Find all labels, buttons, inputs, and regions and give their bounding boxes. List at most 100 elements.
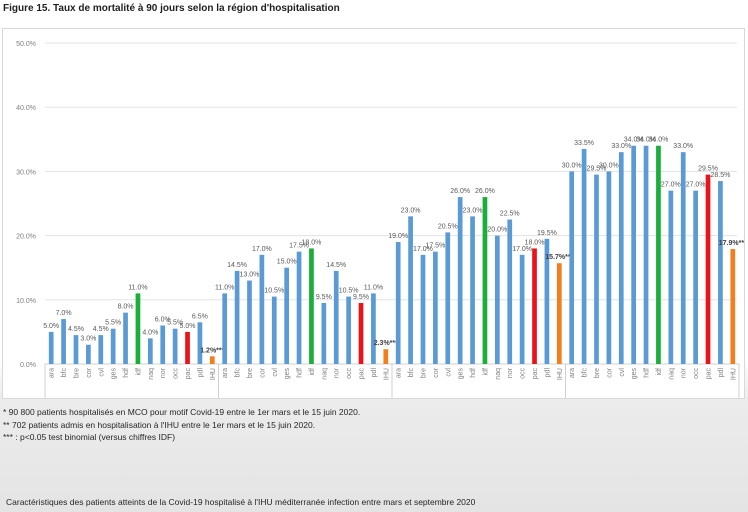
x-category-label: ara — [396, 368, 403, 378]
data-label: 14.5% — [227, 262, 247, 269]
bar-50-60-naq — [147, 338, 153, 364]
bar-50-60-idf — [135, 293, 141, 364]
bar-60-70-ges — [284, 267, 290, 364]
data-label: 17.5% — [289, 243, 309, 250]
data-label: 18.0% — [525, 239, 545, 246]
x-category-label: ara — [569, 368, 576, 378]
x-category-label: ges — [458, 368, 465, 380]
data-label: 17.5% — [425, 243, 445, 250]
data-label: 27.0% — [661, 182, 681, 189]
bar-50-60-ges — [110, 328, 116, 364]
x-category-label: pac — [359, 368, 366, 380]
data-label: 22.5% — [500, 211, 520, 218]
x-category-label: idf — [656, 368, 663, 375]
data-label: 5.5% — [105, 320, 121, 327]
x-category-label: cvl — [619, 368, 626, 377]
data-label: 1.2%*** — [200, 347, 224, 354]
bar-60-70-idf — [309, 248, 314, 364]
x-category-label: idf — [309, 368, 316, 375]
x-category-label: naq — [495, 368, 502, 380]
data-label: 9.5% — [353, 294, 369, 301]
data-label: 26.0% — [450, 188, 470, 195]
bar-70-80-ara — [395, 242, 401, 364]
data-label: 28.5% — [710, 172, 730, 179]
bar-70-80-pdl — [544, 238, 550, 364]
bar-50-60-pdl — [197, 322, 203, 364]
x-category-label: occ — [520, 368, 527, 379]
data-label: 17.0% — [512, 246, 532, 253]
x-category-label: hdf — [470, 368, 477, 378]
x-category-label: cvl — [445, 368, 452, 377]
bar-50-60-pac — [185, 331, 190, 364]
bar->80-hdf — [643, 145, 649, 364]
y-tick-label: 20.0% — [16, 234, 36, 241]
data-label: 6.5% — [192, 313, 208, 320]
bar-50-60-occ — [172, 328, 178, 364]
bar->80-ges — [631, 145, 637, 364]
x-category-label: pac — [532, 368, 539, 380]
x-category-label: occ — [173, 368, 180, 379]
data-label: 18.0% — [302, 239, 322, 246]
x-category-label: pac — [706, 368, 713, 380]
bar-70-80-occ — [519, 254, 525, 364]
data-label: 19.0% — [388, 233, 408, 240]
bar-70-80-cor — [433, 251, 438, 364]
data-label: 9.5% — [316, 294, 332, 301]
data-label: 30.0% — [599, 162, 619, 169]
x-category-label: ara — [49, 368, 56, 378]
slide-caption: Caractéristiques des patients atteints d… — [6, 497, 476, 507]
x-category-label: pdl — [371, 368, 378, 378]
bar-50-60-hdf — [123, 312, 128, 364]
x-category-label: bfc — [582, 368, 589, 378]
bar-70-80-bre — [420, 254, 426, 364]
x-category-label: naq — [321, 368, 328, 380]
x-category-label: bfc — [61, 368, 68, 378]
bar->80-occ — [693, 190, 698, 364]
bar-70-80-cvl — [445, 232, 451, 364]
x-category-label: hdf — [644, 368, 651, 378]
x-category-label: naq — [668, 368, 675, 380]
x-category-label: ara — [222, 368, 229, 378]
x-category-label: nor — [681, 367, 688, 378]
data-label: 17.0% — [413, 246, 433, 253]
bar-70-80-ges — [457, 197, 463, 364]
data-label: 27.0% — [686, 182, 706, 189]
x-category-label: ges — [111, 368, 118, 380]
x-category-label: cor — [86, 367, 93, 377]
data-label: 20.5% — [438, 223, 458, 230]
bar->80-pdl — [718, 181, 723, 364]
bar->80-naq — [668, 190, 674, 364]
bar-70-80-IHU — [556, 263, 562, 364]
data-label: 15.7%*** — [545, 254, 573, 261]
x-category-label: cor — [433, 367, 440, 377]
bar-60-70-cor — [259, 254, 265, 364]
data-label: 29.5% — [698, 166, 718, 173]
bar-60-70-bfc — [234, 270, 240, 364]
data-label: 11.0% — [364, 284, 383, 291]
bar-70-80-bfc — [408, 216, 413, 364]
data-label: 19.5% — [537, 230, 557, 237]
data-label: 6.0% — [155, 316, 171, 323]
x-category-label: occ — [693, 368, 700, 379]
x-category-label: pdl — [718, 368, 725, 378]
data-label: 34.0% — [649, 137, 669, 144]
data-label: 14.5% — [326, 262, 346, 269]
bar->80-bfc — [581, 148, 587, 364]
bar-70-80-idf — [482, 197, 488, 364]
x-category-label: hdf — [123, 368, 130, 378]
x-category-label: pdl — [544, 368, 551, 378]
x-category-label: nor — [160, 367, 167, 378]
chart-frame: 0.0% 10.0% 20.0% 30.0% 40.0% 50.0% 5.0% ara 7.0%… — [2, 28, 745, 399]
x-category-label: IHU — [210, 368, 217, 380]
data-label: 33.0% — [673, 143, 693, 150]
bar-70-80-pac — [532, 248, 537, 364]
x-category-label: bre — [420, 368, 427, 378]
x-category-label: hdf — [297, 368, 304, 378]
data-label: 33.5% — [574, 140, 594, 147]
bar-70-80-naq — [494, 235, 500, 364]
bar-50-60-cvl — [98, 335, 104, 364]
data-label: 4.5% — [68, 326, 84, 333]
x-category-label: nor — [507, 367, 514, 378]
y-tick-label: 0.0% — [20, 362, 36, 369]
data-label: 17.9%*** — [719, 240, 744, 247]
